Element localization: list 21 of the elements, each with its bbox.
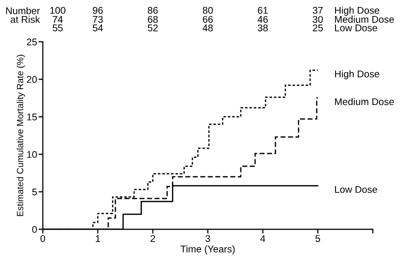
text: 74 73 68 66 46 30 Medium Dose	[52, 16, 394, 23]
x-tick-label: 1	[96, 235, 100, 242]
text: Number at Risk	[6, 7, 40, 23]
x-tick-label: 3	[205, 235, 210, 242]
x-tick-label: 0	[40, 235, 46, 242]
x-tick-label: 5	[315, 235, 320, 242]
y-tick-label: 15	[27, 114, 37, 120]
series-label: Low Dose	[335, 186, 378, 193]
x-tick-label: 4	[260, 235, 266, 242]
y-tick-label: 25	[26, 38, 37, 46]
y-tick-label: 5	[32, 188, 37, 196]
text: 100 96 86 80 61 37 High Dose	[50, 6, 380, 16]
x-axis-title: Time (Years)	[180, 245, 235, 254]
x-tick-label: 2	[150, 235, 156, 242]
series-label: High Dose	[335, 70, 380, 80]
y-tick-label: 10	[27, 151, 37, 158]
y-tick-label: 20	[26, 76, 37, 83]
series-label: Medium Dose	[335, 98, 394, 106]
text: 55 54 52 48 38 25 Low Dose	[52, 24, 378, 32]
y-tick-label: 0	[32, 226, 37, 233]
y-axis-title: Estimated Cumulative Mortality Rate (%)	[16, 54, 26, 216]
